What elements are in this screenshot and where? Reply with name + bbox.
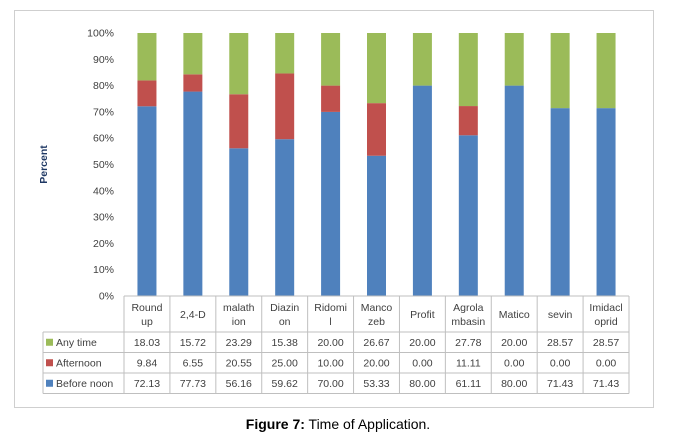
x-category-label: Manco zeb	[361, 302, 393, 328]
data-table-value: 72.13	[134, 378, 160, 390]
legend-key	[46, 379, 53, 387]
bar-segment	[137, 80, 157, 107]
data-table-value: 56.16	[226, 378, 252, 390]
data-table-value: 15.72	[180, 337, 206, 349]
bar-segment	[321, 33, 341, 86]
data-table-value: 6.55	[183, 357, 204, 369]
bar-segment	[504, 85, 524, 296]
bar-segment	[229, 148, 249, 296]
bar-segment	[458, 106, 478, 136]
data-table-value: 15.38	[272, 337, 298, 349]
bar-segment	[321, 111, 341, 297]
data-table-value: 18.03	[134, 337, 160, 349]
bar-segment	[275, 73, 295, 140]
x-category-label: Agrola mbasin	[451, 302, 485, 328]
bar-segment	[367, 103, 386, 156]
data-table-value: 20.00	[363, 357, 389, 369]
y-tick-label: 40%	[93, 185, 114, 197]
bar-segment	[596, 33, 616, 109]
data-table-value: 53.33	[363, 378, 389, 390]
y-tick-label: 80%	[93, 80, 114, 92]
data-table-value: 26.67	[363, 337, 389, 349]
data-table-value: 11.11	[456, 357, 481, 369]
y-tick-label: 60%	[93, 133, 114, 145]
bar-segment	[596, 108, 616, 296]
data-table-value: 28.57	[593, 337, 619, 349]
x-category-label: 2,4-D	[180, 309, 206, 321]
bar-segment	[458, 33, 478, 107]
data-table-value: 70.00	[317, 378, 343, 390]
data-table-value: 28.57	[547, 337, 573, 349]
stacked-bar-chart: 0% 10% 20% 30% 40% 50% 60% 70% 80% 90% 100% Percent…	[38, 28, 630, 394]
data-table-value: 77.73	[180, 378, 206, 390]
y-tick-label: 50%	[93, 159, 114, 171]
bar-segment	[550, 33, 570, 109]
bar-segment	[229, 94, 249, 149]
x-category-label: Round up	[131, 302, 162, 328]
bar-segment	[458, 135, 478, 296]
data-table-value: 0.00	[550, 357, 571, 369]
y-axis-title: Percent	[38, 145, 50, 184]
figure-caption-label: Figure 7:	[245, 416, 305, 432]
legend-key	[46, 338, 53, 346]
data-table-value: 23.29	[226, 337, 252, 349]
data-table-value: 61.11	[456, 378, 482, 390]
bar-segment	[137, 106, 157, 297]
legend-series-name: Before noon	[56, 378, 113, 390]
bar-segment	[229, 33, 249, 95]
data-table-value: 80.00	[501, 378, 527, 390]
bar-segment	[367, 33, 386, 104]
bar-segment	[367, 155, 386, 296]
data-table-value: 20.55	[226, 357, 252, 369]
x-category-label: Matico	[499, 309, 530, 321]
bar-segment	[183, 74, 203, 92]
data-table-value: 0.00	[596, 357, 617, 369]
y-tick-label: 100%	[87, 28, 114, 40]
data-table-value: 59.62	[272, 378, 298, 390]
figure-caption: Figure 7: Time of Application.	[0, 416, 676, 432]
bar-segment	[412, 33, 432, 86]
data-table-value: 0.00	[504, 357, 525, 369]
data-table-value: 20.00	[409, 337, 435, 349]
legend-series-name: Afternoon	[56, 357, 102, 369]
bar-segment	[412, 85, 432, 296]
legend-key	[46, 359, 53, 367]
data-table-value: 0.00	[412, 357, 433, 369]
data-table-value: 71.43	[547, 378, 573, 390]
x-category-label: Ridomi l	[314, 302, 347, 328]
data-table-value: 71.43	[593, 378, 619, 390]
data-table-value: 25.00	[272, 357, 298, 369]
x-category-label: Imidacl oprid	[589, 302, 622, 328]
y-tick-label: 90%	[93, 54, 114, 66]
bar-segment	[321, 85, 341, 112]
bar-segment	[275, 139, 295, 296]
bar-segment	[275, 33, 295, 74]
y-tick-label: 30%	[93, 212, 114, 224]
bar-segment	[550, 108, 570, 296]
data-table-value: 27.78	[455, 337, 481, 349]
chart-frame: 0% 10% 20% 30% 40% 50% 60% 70% 80% 90% 100% Percent…	[14, 10, 654, 408]
y-tick-label: 70%	[93, 106, 114, 118]
data-table-value: 9.84	[137, 357, 158, 369]
y-tick-label: 0%	[99, 291, 114, 303]
x-category-label: Profit	[410, 309, 435, 321]
bar-segment	[183, 33, 203, 75]
bar-segment	[504, 33, 524, 86]
figure-caption-text: Time of Application.	[304, 416, 431, 432]
y-tick-label: 10%	[93, 264, 114, 276]
data-table-value: 20.00	[317, 337, 343, 349]
data-table-value: 80.00	[409, 378, 435, 390]
data-table-value: 20.00	[501, 337, 527, 349]
x-category-label: Diazin on	[270, 302, 299, 328]
bar-segment	[137, 33, 157, 81]
legend-series-name: Any time	[56, 337, 97, 349]
y-tick-label: 20%	[93, 238, 114, 250]
data-table-value: 10.00	[317, 357, 343, 369]
bar-segment	[183, 91, 203, 296]
x-category-label: malath ion	[223, 302, 255, 328]
x-category-label: sevin	[548, 309, 573, 321]
